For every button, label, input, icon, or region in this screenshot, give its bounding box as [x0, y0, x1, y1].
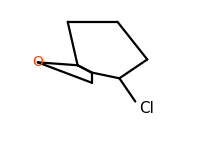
Text: Cl: Cl — [139, 101, 154, 116]
Text: O: O — [32, 55, 43, 69]
